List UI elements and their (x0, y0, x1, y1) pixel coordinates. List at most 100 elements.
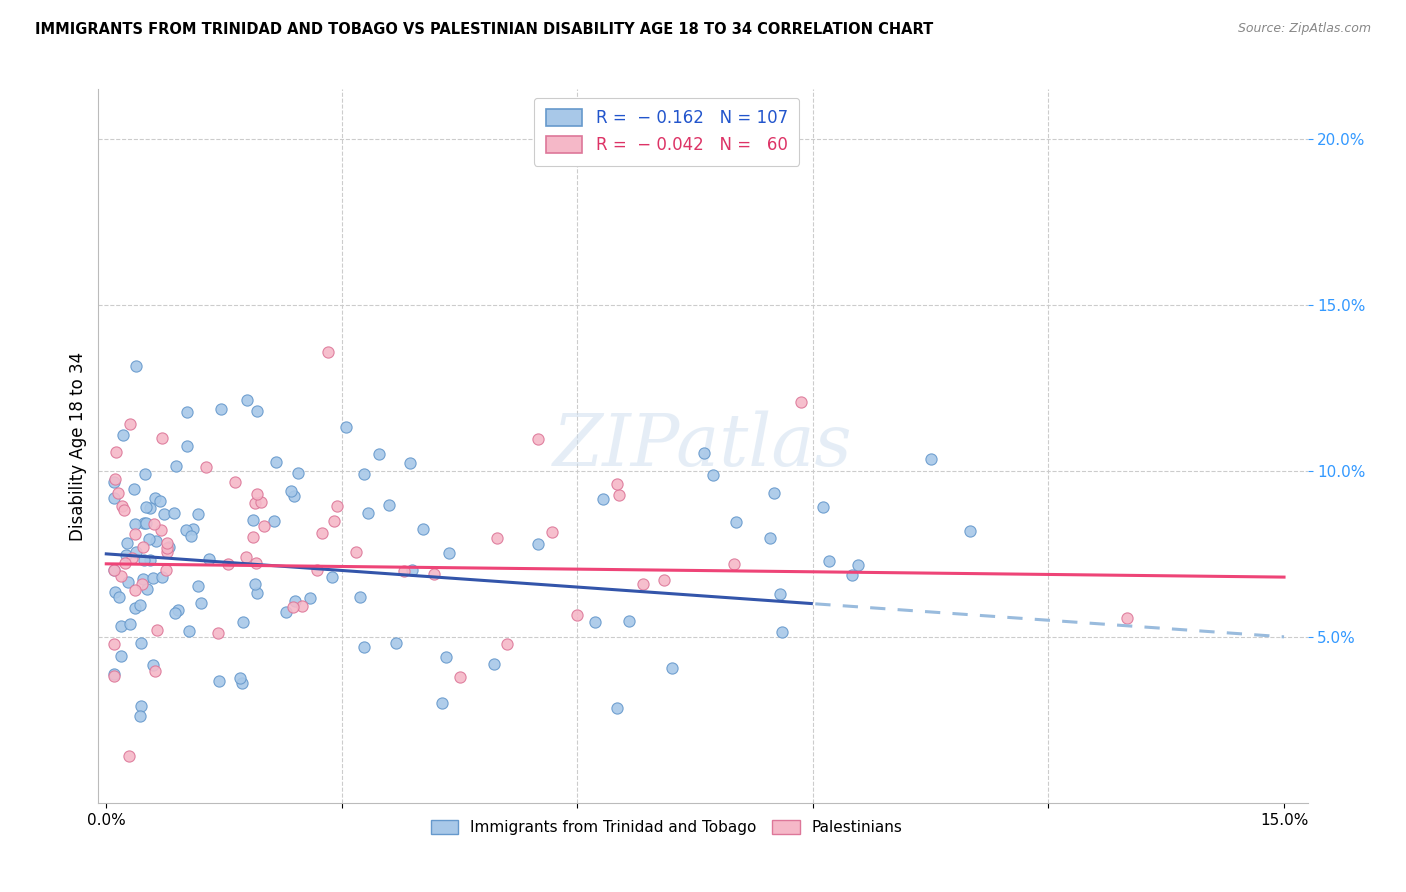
Point (110, 569, 132, 583)
Point (242, 513, 264, 527)
Point (280, 483, 302, 498)
Point (235, 549, 257, 564)
Point (114, 556, 136, 570)
Point (110, 618, 132, 632)
Point (124, 582, 146, 597)
Point (145, 623, 167, 637)
Point (136, 582, 159, 597)
Point (242, 529, 264, 543)
Point (378, 499, 401, 513)
Point (107, 486, 129, 500)
Point (142, 516, 165, 531)
Point (811, 500, 834, 515)
Point (197, 551, 219, 566)
Point (432, 696, 454, 710)
Point (769, 586, 792, 600)
Point (145, 665, 167, 679)
Point (398, 456, 420, 470)
Point (134, 553, 156, 567)
Point (124, 600, 146, 615)
Point (103, 669, 125, 683)
Point (231, 676, 253, 690)
Point (723, 558, 745, 572)
Point (434, 650, 457, 665)
Legend: Immigrants from Trinidad and Tobago, Palestinians: Immigrants from Trinidad and Tobago, Pal… (425, 814, 908, 841)
Point (661, 660, 683, 674)
Point (606, 477, 628, 491)
Point (129, 636, 152, 650)
Point (103, 475, 125, 489)
Point (165, 459, 187, 474)
Point (818, 554, 841, 568)
Point (122, 482, 145, 496)
Point (174, 524, 197, 538)
Point (349, 590, 371, 604)
Point (180, 529, 202, 543)
Point (617, 614, 640, 628)
Point (762, 486, 785, 500)
Point (790, 394, 813, 409)
Point (770, 624, 793, 639)
Point (367, 447, 389, 461)
Point (209, 401, 232, 416)
Point (176, 439, 198, 453)
Point (276, 605, 298, 619)
Point (758, 531, 780, 545)
Point (131, 576, 153, 591)
Point (920, 452, 942, 467)
Point (117, 575, 139, 590)
Point (250, 495, 273, 509)
Point (118, 748, 141, 763)
Point (394, 564, 416, 578)
Point (194, 460, 217, 475)
Point (135, 516, 157, 530)
Point (231, 615, 253, 630)
Point (263, 515, 285, 529)
Point (283, 600, 305, 615)
Point (527, 432, 550, 446)
Point (186, 508, 208, 522)
Point (150, 524, 173, 538)
Point (607, 488, 630, 502)
Point (311, 526, 333, 541)
Point (224, 475, 246, 489)
Point (183, 522, 205, 536)
Point (124, 526, 146, 541)
Text: IMMIGRANTS FROM TRINIDAD AND TOBAGO VS PALESTINIAN DISABILITY AGE 18 TO 34 CORRE: IMMIGRANTS FROM TRINIDAD AND TOBAGO VS P… (35, 22, 934, 37)
Point (156, 544, 179, 558)
Point (128, 598, 150, 612)
Point (129, 698, 152, 713)
Point (125, 359, 148, 374)
Point (243, 577, 266, 591)
Point (134, 467, 156, 481)
Point (118, 617, 141, 632)
Point (236, 392, 259, 407)
Point (112, 503, 135, 517)
Point (208, 674, 231, 689)
Point (246, 486, 269, 500)
Point (423, 567, 446, 582)
Point (139, 553, 162, 567)
Point (153, 507, 176, 521)
Text: Source: ZipAtlas.com: Source: ZipAtlas.com (1237, 22, 1371, 36)
Point (155, 563, 177, 577)
Point (841, 568, 863, 582)
Point (246, 404, 269, 418)
Point (652, 573, 675, 587)
Point (217, 557, 239, 571)
Point (177, 624, 200, 638)
Point (344, 545, 367, 559)
Point (287, 466, 309, 480)
Point (321, 570, 343, 584)
Point (846, 558, 869, 572)
Point (176, 404, 198, 418)
Point (103, 666, 125, 681)
Point (335, 420, 357, 434)
Point (103, 491, 125, 505)
Point (246, 586, 269, 600)
Point (243, 496, 266, 510)
Point (121, 551, 143, 566)
Point (104, 585, 127, 599)
Point (207, 626, 229, 640)
Point (142, 571, 165, 585)
